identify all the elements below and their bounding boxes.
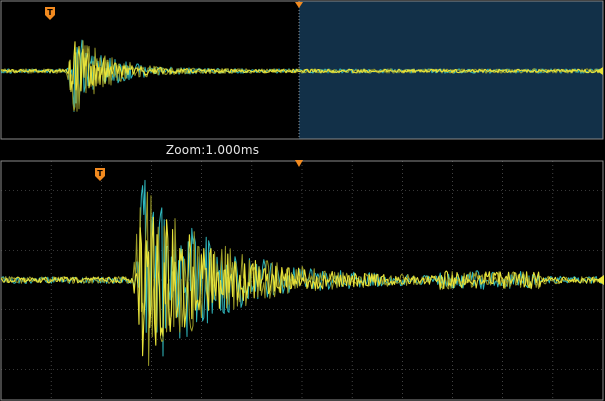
overview-waveform-panel[interactable]: T <box>0 0 605 141</box>
zoom-timebase-label: Zoom:1.000ms <box>165 143 260 157</box>
channel-offset-icon[interactable] <box>597 275 604 285</box>
channel-offset-icon[interactable] <box>597 67 603 75</box>
overview-waveform: T <box>0 0 604 140</box>
waveform-trace <box>0 216 603 357</box>
waveform-trace <box>0 191 603 366</box>
time-reference-icon[interactable] <box>295 2 303 8</box>
waveform-trace <box>0 41 604 93</box>
overview-traces <box>0 39 604 112</box>
trigger-position-icon[interactable]: T <box>95 168 105 181</box>
time-reference-icon[interactable] <box>295 160 303 167</box>
zoom-waveform-panel[interactable]: T <box>0 160 605 401</box>
trigger-marker-label: T <box>97 169 103 178</box>
trigger-marker-label: T <box>47 8 53 17</box>
zoom-waveform: T <box>0 160 604 401</box>
trigger-position-icon[interactable]: T <box>45 7 55 20</box>
zoom-traces <box>0 179 603 366</box>
